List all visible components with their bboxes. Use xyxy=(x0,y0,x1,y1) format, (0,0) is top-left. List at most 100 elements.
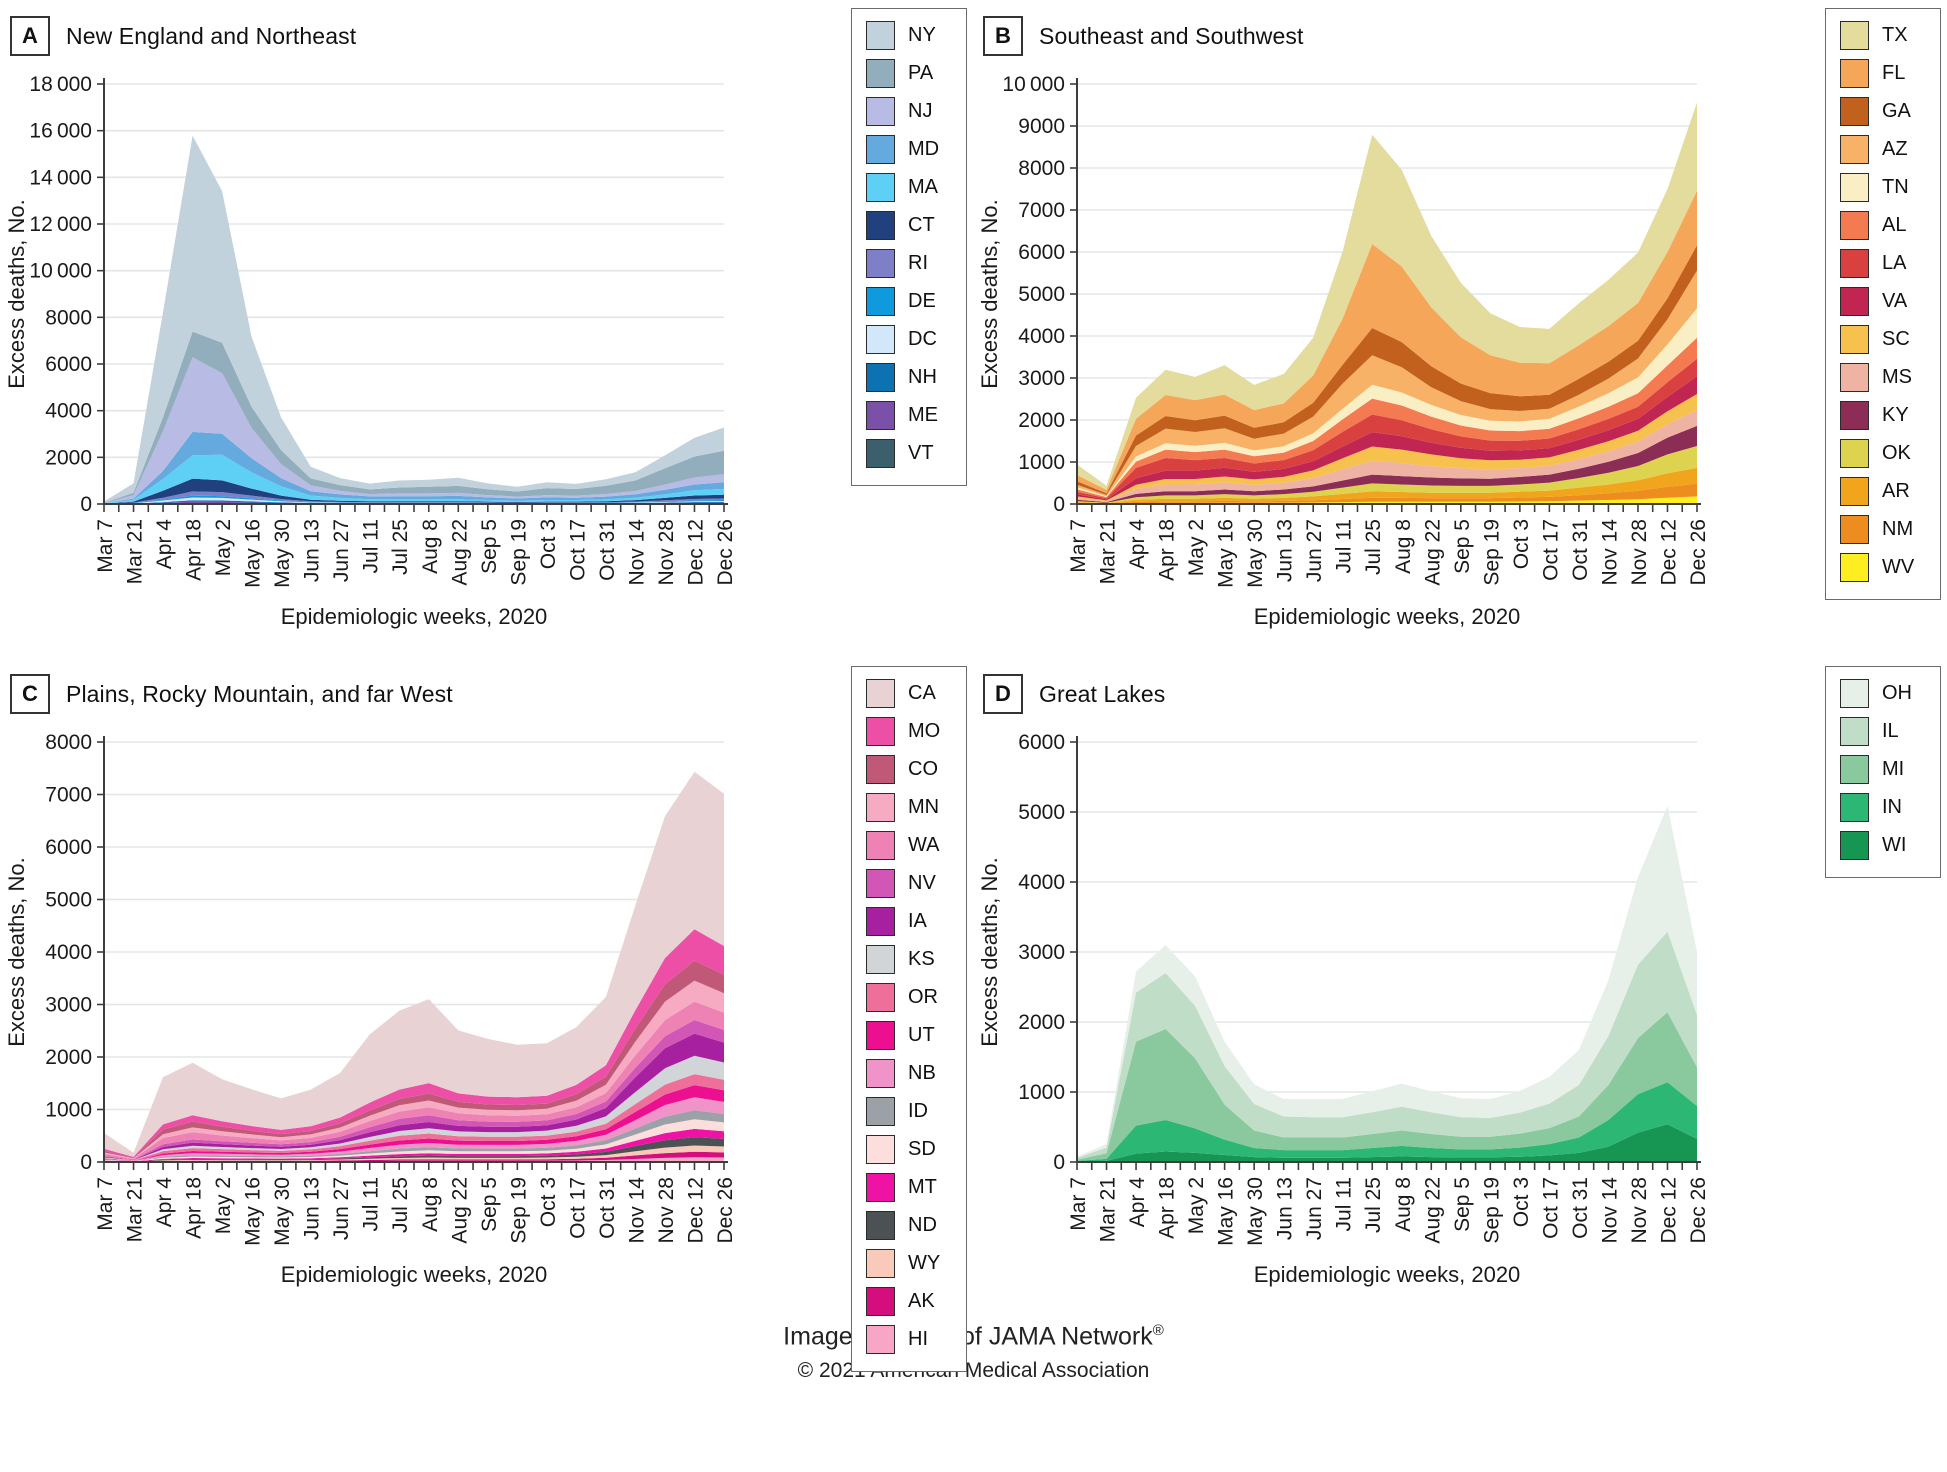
svg-text:Aug 22: Aug 22 xyxy=(1421,1177,1444,1244)
legend-item-LA: LA xyxy=(1840,249,1926,278)
svg-text:Jul 11: Jul 11 xyxy=(360,519,383,573)
legend-item-AZ: AZ xyxy=(1840,135,1926,164)
legend-swatch xyxy=(866,1135,895,1164)
area-WA xyxy=(104,1001,724,1160)
svg-text:Sep 19: Sep 19 xyxy=(1480,519,1503,586)
svg-text:Oct 31: Oct 31 xyxy=(1569,1177,1592,1239)
svg-text:Jun 13: Jun 13 xyxy=(301,1177,324,1240)
svg-text:May 30: May 30 xyxy=(1244,1177,1267,1246)
legend-swatch xyxy=(866,869,895,898)
legend-swatch xyxy=(1840,97,1869,126)
legend-label: UT xyxy=(908,1024,935,1046)
legend-swatch xyxy=(866,983,895,1012)
legend-item-NJ: NJ xyxy=(866,97,952,126)
svg-text:4000: 4000 xyxy=(1018,325,1065,348)
svg-text:Dec 12: Dec 12 xyxy=(684,519,707,586)
area-HI xyxy=(104,1157,724,1162)
svg-text:May 2: May 2 xyxy=(1185,1177,1208,1234)
legend-swatch xyxy=(866,1287,895,1316)
legend-label: SD xyxy=(908,1138,936,1160)
legend-item-SD: SD xyxy=(866,1135,952,1164)
area-OR xyxy=(104,1074,724,1161)
panel-southeast-southwest: B Southeast and Southwest 0 1000 2000 3000 4… xyxy=(973,0,1947,658)
svg-text:Excess deaths, No.: Excess deaths, No. xyxy=(4,199,29,389)
svg-text:Jul 25: Jul 25 xyxy=(389,519,412,575)
area-IL xyxy=(1077,931,1697,1160)
svg-text:Mar 7: Mar 7 xyxy=(1067,519,1090,573)
legend-label: ID xyxy=(908,1100,928,1122)
legend-swatch xyxy=(1840,439,1869,468)
area-NY xyxy=(104,135,724,503)
svg-text:Oct 3: Oct 3 xyxy=(537,519,560,569)
area-MS xyxy=(1077,409,1697,503)
legend-swatch xyxy=(1840,211,1869,240)
svg-text:Aug 22: Aug 22 xyxy=(448,1177,471,1244)
svg-text:Excess deaths, No.: Excess deaths, No. xyxy=(4,857,29,1047)
legend-item-RI: RI xyxy=(866,249,952,278)
legend-item-KY: KY xyxy=(1840,401,1926,430)
legend-label: MS xyxy=(1882,366,1912,388)
legend-label: AZ xyxy=(1882,138,1908,160)
legend-swatch xyxy=(1840,717,1869,746)
svg-text:Apr 18: Apr 18 xyxy=(1156,519,1179,581)
legend-swatch xyxy=(1840,21,1869,50)
legend-item-SC: SC xyxy=(1840,325,1926,354)
svg-text:3000: 3000 xyxy=(1018,941,1065,964)
svg-text:Oct 3: Oct 3 xyxy=(1510,519,1533,569)
legend-item-NV: NV xyxy=(866,869,952,898)
svg-text:Jun 27: Jun 27 xyxy=(330,1177,353,1240)
legend-label: KS xyxy=(908,948,935,970)
legend-label: MT xyxy=(908,1176,937,1198)
legend-swatch xyxy=(866,173,895,202)
panel-title: New England and Northeast xyxy=(66,22,357,49)
svg-text:May 30: May 30 xyxy=(271,1177,294,1246)
area-KS xyxy=(104,1055,724,1161)
legend-swatch xyxy=(866,1097,895,1126)
legend-swatch xyxy=(866,907,895,936)
legend-swatch xyxy=(866,211,895,240)
legend-swatch xyxy=(866,287,895,316)
svg-text:0: 0 xyxy=(80,493,92,516)
legend-label: HI xyxy=(908,1328,928,1350)
svg-text:Sep 5: Sep 5 xyxy=(1451,1177,1474,1232)
svg-text:Aug 8: Aug 8 xyxy=(419,1177,442,1232)
legend-label: AK xyxy=(908,1290,935,1312)
svg-text:Jul 11: Jul 11 xyxy=(360,1177,383,1231)
x-axis-labels: Mar 7 Mar 21 Apr 4 Apr 18 May 2 May 16 May 30 J… xyxy=(94,1177,737,1246)
area-FL xyxy=(1077,190,1697,494)
svg-text:5000: 5000 xyxy=(1018,283,1065,306)
legend-swatch xyxy=(866,1249,895,1278)
legend-item-IL: IL xyxy=(1840,717,1926,746)
svg-text:Sep 5: Sep 5 xyxy=(478,519,501,574)
area-WI xyxy=(1077,1124,1697,1162)
svg-text:Jun 27: Jun 27 xyxy=(1303,1177,1326,1240)
legend-item-MO: MO xyxy=(866,717,952,746)
legend-swatch xyxy=(866,401,895,430)
x-axis-ticks xyxy=(103,1162,725,1170)
legend-item-MA: MA xyxy=(866,173,952,202)
area-AK xyxy=(104,1151,724,1162)
svg-text:Excess deaths, No.: Excess deaths, No. xyxy=(977,857,1002,1047)
legend-item-WA: WA xyxy=(866,831,952,860)
legend-item-GA: GA xyxy=(1840,97,1926,126)
area-AL xyxy=(1077,337,1697,499)
legend-label: IN xyxy=(1882,796,1902,818)
legend-item-MT: MT xyxy=(866,1173,952,1202)
legend-label: NH xyxy=(908,366,937,388)
panel-header: D Great Lakes xyxy=(983,672,1947,716)
svg-text:8000: 8000 xyxy=(1018,157,1065,180)
x-axis-ticks xyxy=(1076,1162,1698,1170)
svg-text:18 000: 18 000 xyxy=(29,73,92,96)
legend-swatch xyxy=(1840,135,1869,164)
area-MA xyxy=(104,454,724,504)
area-WY xyxy=(104,1145,724,1162)
area-IN xyxy=(1077,1082,1697,1162)
panel-plains-rocky-mountain-far-west: C Plains, Rocky Mountain, and far West 0… xyxy=(0,658,973,1372)
svg-text:May 16: May 16 xyxy=(1215,1177,1238,1246)
legend-item-MI: MI xyxy=(1840,755,1926,784)
panel-letter-badge: C xyxy=(10,674,50,714)
svg-text:5000: 5000 xyxy=(45,889,92,912)
stacked-areas xyxy=(104,771,724,1162)
legend-item-TN: TN xyxy=(1840,173,1926,202)
